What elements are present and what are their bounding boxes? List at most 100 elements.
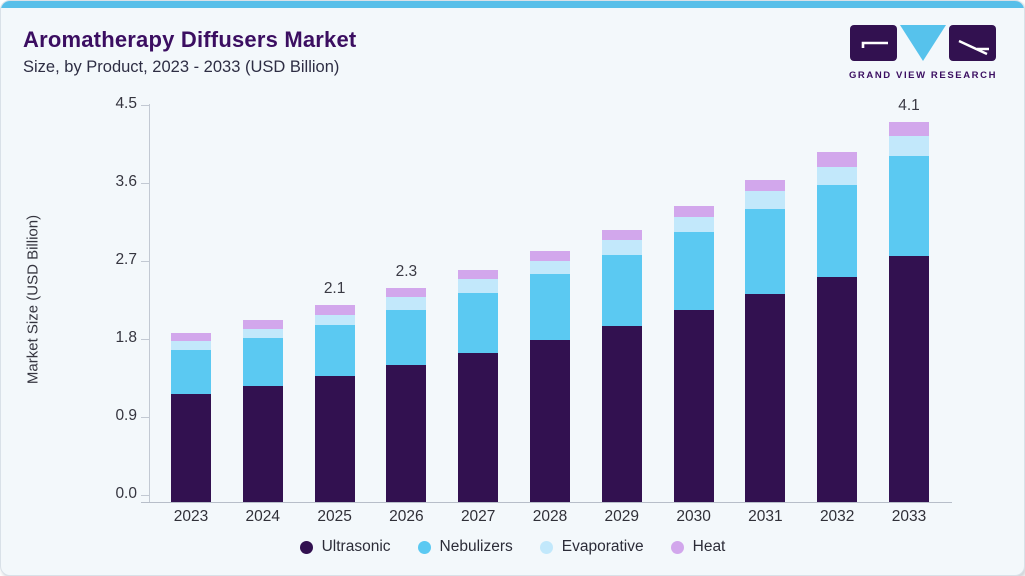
bar-segment-evaporative-2030 bbox=[673, 216, 714, 233]
bar-2024 bbox=[242, 319, 283, 502]
x-tick-label-2025: 2025 bbox=[317, 508, 352, 525]
legend-label-evaporative: Evaporative bbox=[561, 538, 644, 555]
bar-segment-nebulizers-2029 bbox=[601, 254, 642, 327]
bar-segment-ultrasonic-2026 bbox=[386, 365, 427, 502]
bar-2025 bbox=[314, 304, 355, 502]
legend: Ultrasonic Nebulizers Evaporative Heat bbox=[1, 538, 1024, 556]
legend-item-nebulizers: Nebulizers bbox=[417, 538, 513, 556]
logo-g-mark-icon bbox=[850, 25, 897, 61]
y-tick-mark-3.6 bbox=[141, 183, 150, 184]
bar-value-label-2033: 4.1 bbox=[898, 96, 920, 114]
bar-segment-heat-2029 bbox=[601, 229, 642, 240]
bar-segment-evaporative-2029 bbox=[601, 239, 642, 255]
bar-segment-heat-2031 bbox=[745, 180, 786, 192]
x-tick-label-2024: 2024 bbox=[245, 508, 281, 525]
legend-label-heat: Heat bbox=[692, 538, 726, 555]
bar-segment-evaporative-2024 bbox=[242, 329, 283, 339]
legend-dot-ultrasonic-icon bbox=[299, 540, 313, 554]
bar-value-label-2026: 2.3 bbox=[395, 263, 418, 281]
bar-2033 bbox=[889, 121, 929, 502]
bar-segment-ultrasonic-2025 bbox=[314, 376, 355, 502]
bar-2026 bbox=[386, 288, 427, 502]
x-tick-label-2029: 2029 bbox=[604, 508, 640, 525]
y-tick-label-1.8: 1.8 bbox=[115, 329, 137, 346]
bar-2023 bbox=[171, 332, 211, 502]
bar-segment-nebulizers-2024 bbox=[242, 338, 283, 386]
y-tick-mark-2.7 bbox=[141, 261, 150, 262]
bar-segment-evaporative-2028 bbox=[530, 261, 570, 275]
grand-view-research-logo: GRAND VIEW RESEARCH bbox=[848, 25, 998, 81]
x-tick-label-2032: 2032 bbox=[819, 508, 855, 525]
y-tick-label-0.0: 0.0 bbox=[115, 485, 137, 502]
x-axis-line bbox=[141, 502, 952, 503]
bar-segment-ultrasonic-2030 bbox=[673, 310, 714, 502]
bar-segment-nebulizers-2025 bbox=[314, 325, 355, 377]
x-tick-label-2030: 2030 bbox=[676, 508, 711, 525]
logo-marks bbox=[848, 25, 998, 63]
y-tick-mark-0.9 bbox=[141, 417, 150, 418]
y-tick-mark-4.5 bbox=[141, 105, 150, 106]
bar-2027 bbox=[458, 270, 499, 502]
legend-dot-nebulizers-icon bbox=[417, 540, 431, 554]
x-tick-label-2033: 2033 bbox=[891, 508, 927, 525]
bar-segment-evaporative-2031 bbox=[745, 191, 786, 210]
bar-2032 bbox=[817, 152, 858, 502]
y-tick-mark-0.0 bbox=[141, 495, 150, 496]
bar-segment-heat-2026 bbox=[386, 288, 427, 298]
bar-segment-ultrasonic-2023 bbox=[171, 394, 211, 502]
top-accent-bar bbox=[1, 1, 1024, 8]
bar-2031 bbox=[745, 180, 786, 502]
bar-segment-heat-2027 bbox=[458, 270, 499, 279]
legend-item-evaporative: Evaporative bbox=[539, 538, 644, 556]
y-tick-label-2.7: 2.7 bbox=[115, 251, 137, 268]
y-tick-label-4.5: 4.5 bbox=[115, 95, 137, 112]
chart-subtitle: Size, by Product, 2023 - 2033 (USD Billi… bbox=[23, 58, 340, 76]
bar-segment-ultrasonic-2028 bbox=[530, 340, 570, 502]
bar-segment-evaporative-2032 bbox=[817, 167, 858, 185]
bar-segment-ultrasonic-2027 bbox=[458, 353, 499, 502]
bar-segment-heat-2024 bbox=[242, 319, 283, 330]
bar-segment-evaporative-2026 bbox=[386, 297, 427, 310]
bar-segment-evaporative-2023 bbox=[171, 341, 211, 351]
x-tick-label-2028: 2028 bbox=[532, 508, 568, 525]
x-tick-label-2026: 2026 bbox=[389, 508, 424, 525]
y-tick-mark-1.8 bbox=[141, 339, 150, 340]
y-axis-title: Market Size (USD Billion) bbox=[24, 214, 42, 385]
bar-segment-nebulizers-2030 bbox=[673, 232, 714, 311]
bar-segment-nebulizers-2028 bbox=[530, 274, 570, 341]
chart-header: Aromatherapy Diffusers Market Size, by P… bbox=[23, 27, 356, 77]
bar-segment-heat-2030 bbox=[673, 206, 714, 217]
bar-segment-heat-2028 bbox=[530, 250, 570, 262]
bar-segment-ultrasonic-2029 bbox=[601, 326, 642, 502]
bar-2030 bbox=[673, 206, 714, 502]
bar-segment-nebulizers-2033 bbox=[889, 156, 929, 257]
plot-area: 2.1 2.3 4.1 bbox=[149, 97, 986, 502]
x-tick-label-2023: 2023 bbox=[173, 508, 209, 525]
chart-title: Aromatherapy Diffusers Market bbox=[23, 27, 357, 52]
x-tick-label-2027: 2027 bbox=[460, 508, 496, 525]
bar-2028 bbox=[530, 250, 570, 502]
y-tick-label-3.6: 3.6 bbox=[115, 173, 137, 190]
bar-segment-heat-2023 bbox=[171, 332, 211, 342]
bar-segment-evaporative-2025 bbox=[314, 315, 355, 326]
bar-segment-nebulizers-2023 bbox=[171, 350, 211, 395]
bar-segment-evaporative-2027 bbox=[458, 278, 499, 293]
logo-r-glyph bbox=[958, 39, 989, 56]
logo-v-triangle-icon bbox=[900, 25, 946, 61]
y-tick-label-0.9: 0.9 bbox=[115, 407, 137, 424]
bar-segment-ultrasonic-2024 bbox=[242, 385, 283, 502]
bar-segment-evaporative-2033 bbox=[889, 135, 929, 157]
bar-value-label-2025: 2.1 bbox=[323, 279, 346, 297]
bar-segment-heat-2025 bbox=[314, 304, 355, 316]
logo-r-mark-icon bbox=[949, 25, 996, 61]
bar-segment-nebulizers-2032 bbox=[817, 184, 858, 277]
bar-2029 bbox=[601, 229, 642, 502]
y-axis-line bbox=[149, 104, 150, 502]
legend-label-ultrasonic: Ultrasonic bbox=[321, 538, 391, 555]
bar-segment-heat-2033 bbox=[889, 121, 929, 136]
legend-dot-heat-icon bbox=[670, 540, 684, 554]
legend-label-nebulizers: Nebulizers bbox=[439, 538, 513, 555]
x-tick-label-2031: 2031 bbox=[748, 508, 783, 525]
legend-item-ultrasonic: Ultrasonic bbox=[299, 538, 391, 556]
